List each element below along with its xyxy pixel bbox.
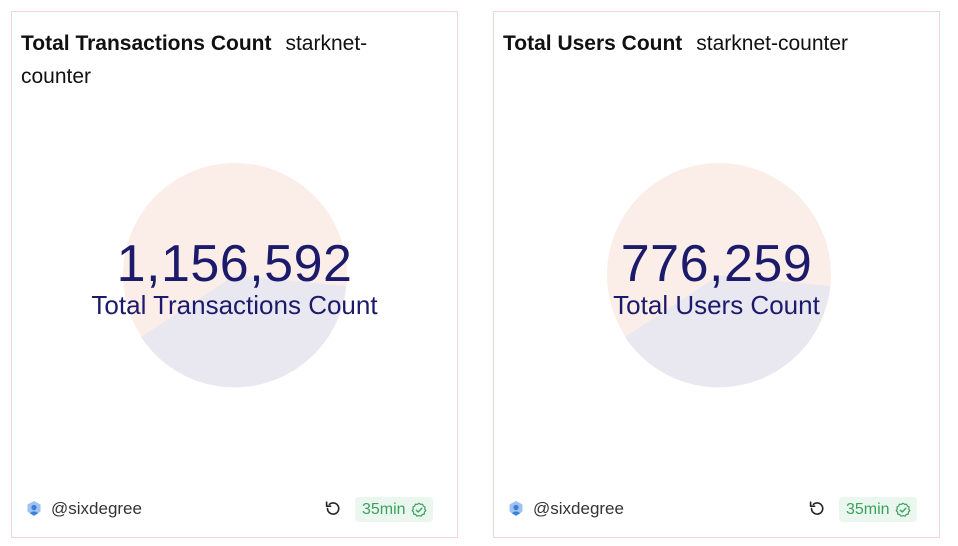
author[interactable]: @sixdegree (507, 498, 624, 520)
user-avatar-icon (509, 501, 523, 517)
card-subtitle: starknet-counter (696, 32, 849, 55)
card-header: Total Users Count starknet-counter (503, 27, 899, 60)
metric-value: 1,156,592 (116, 235, 353, 293)
author[interactable]: @sixdegree (25, 498, 142, 520)
user-avatar-icon (27, 501, 41, 517)
freshness-text: 35min (846, 500, 890, 518)
counter-card: Total Transactions Count starknet-counter… (11, 11, 458, 538)
freshness-badge: 35min (839, 497, 917, 522)
circle-graphic (607, 163, 831, 388)
refresh-icon[interactable] (323, 499, 343, 519)
card-subtitle: starknet-counter (21, 32, 368, 88)
refresh-icon[interactable] (807, 499, 827, 519)
check-circle-icon (411, 502, 426, 517)
circle-graphic (123, 163, 347, 388)
freshness-text: 35min (362, 500, 406, 518)
card-header: Total Transactions Count starknet-counter (21, 27, 417, 93)
author-name: @sixdegree (51, 499, 142, 518)
author-name: @sixdegree (533, 499, 624, 518)
check-circle-icon (895, 502, 910, 517)
card-title: Total Users Count (503, 32, 683, 55)
freshness-badge: 35min (355, 497, 433, 522)
background-circle (494, 162, 939, 388)
metric-label: Total Users Count (613, 290, 820, 320)
background-circle (12, 162, 457, 388)
card-title: Total Transactions Count (21, 32, 272, 55)
metric-label: Total Transactions Count (91, 290, 378, 320)
metric-value: 776,259 (620, 235, 813, 293)
counter-card: Total Users Count starknet-counter 776,25… (493, 11, 940, 538)
